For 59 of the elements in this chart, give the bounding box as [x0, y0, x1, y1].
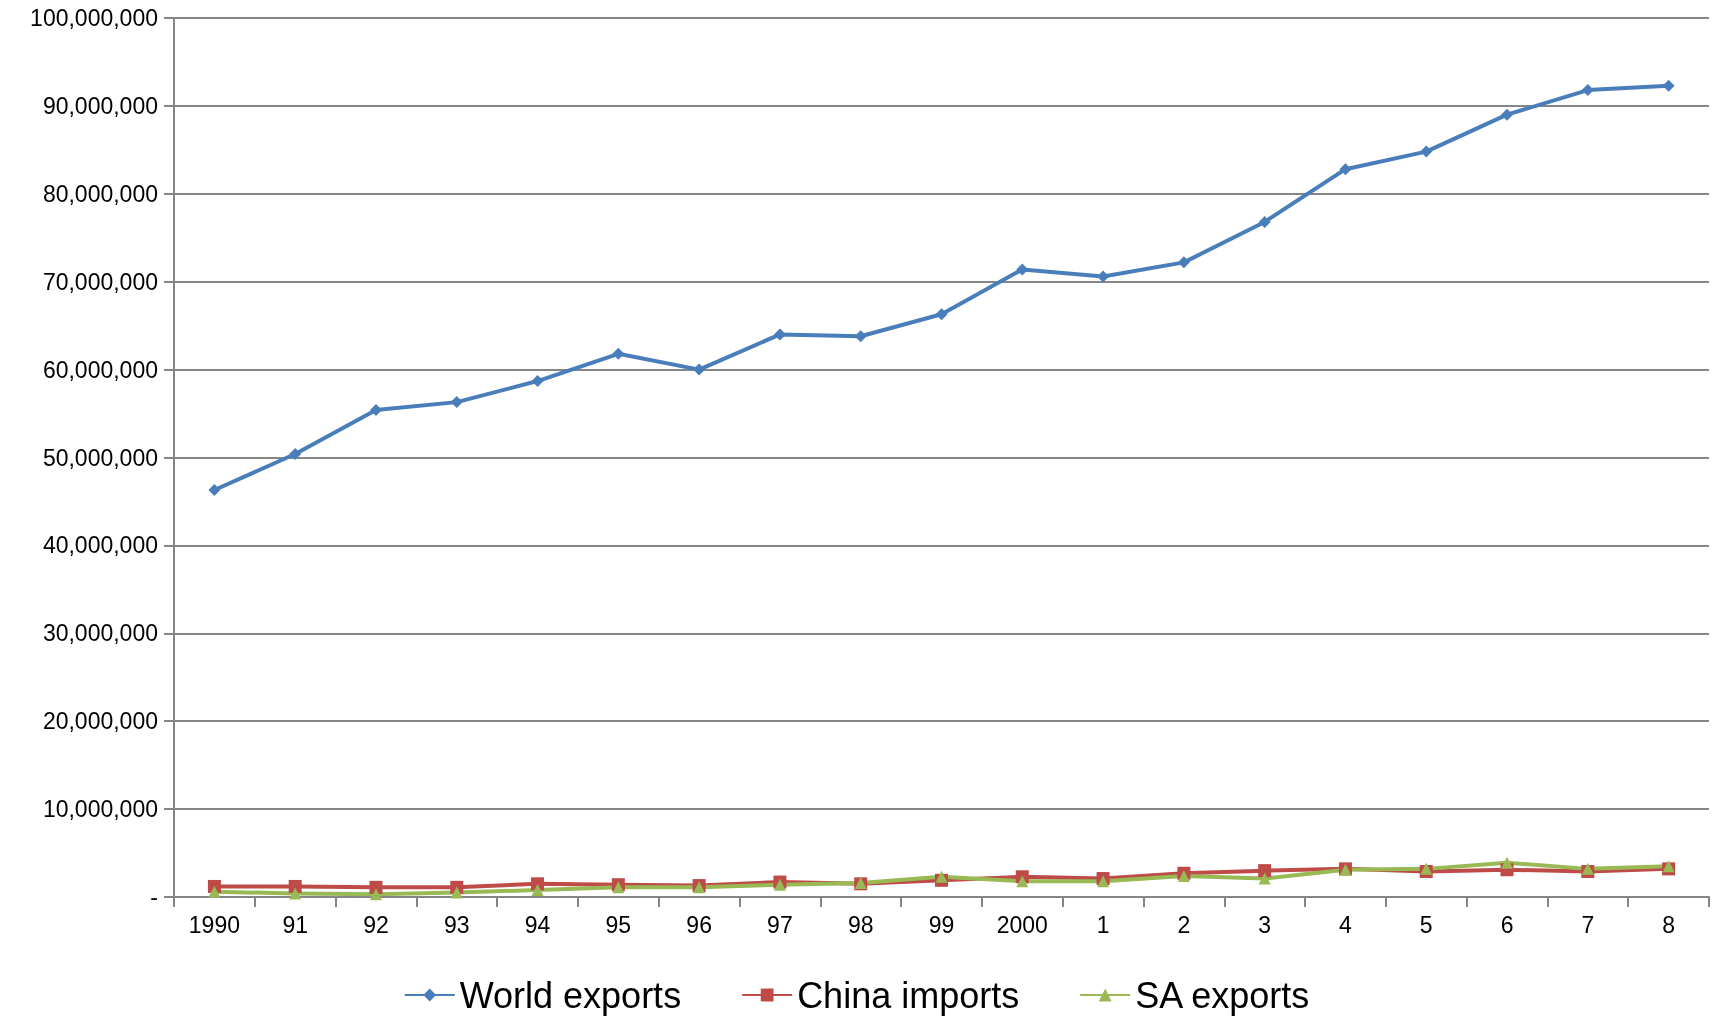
x-tick-label: 2000	[996, 911, 1048, 938]
point	[1258, 215, 1271, 228]
x-tick-label: 2	[1177, 911, 1191, 938]
x-tick-label: 91	[282, 911, 308, 938]
y-tick-label: 90,000,000	[42, 92, 158, 119]
point	[612, 347, 625, 360]
point	[369, 404, 382, 417]
point	[531, 883, 544, 896]
x-tick-label: 95	[605, 911, 632, 938]
legend-label: SA exports	[1135, 974, 1310, 1016]
x-tick-label: 1	[1096, 911, 1110, 938]
y-tick-label: 70,000,000	[42, 268, 158, 295]
y-tick-label: 50,000,000	[42, 444, 158, 471]
y-tick-label: 20,000,000	[42, 708, 158, 735]
x-tick-label: 5	[1419, 911, 1433, 938]
x-tick-label: 3	[1258, 911, 1272, 938]
x-tick-label: 7	[1581, 911, 1595, 938]
y-tick-label: -	[150, 884, 158, 910]
point	[1258, 872, 1271, 885]
y-tick-label: 60,000,000	[42, 356, 158, 383]
point	[369, 888, 382, 901]
point	[935, 870, 948, 883]
x-tick-label: 6	[1500, 911, 1514, 938]
point	[289, 887, 302, 900]
y-tick-label: 30,000,000	[42, 620, 158, 647]
point	[1501, 108, 1514, 121]
point	[1581, 84, 1594, 97]
x-tick-label: 92	[363, 911, 389, 938]
point	[208, 484, 221, 497]
x-tick-label: 4	[1339, 911, 1353, 938]
point	[1420, 145, 1433, 158]
point	[1258, 864, 1272, 878]
x-tick-label: 94	[524, 911, 551, 938]
point	[935, 308, 948, 321]
point	[773, 328, 786, 341]
point	[1097, 270, 1110, 283]
point	[289, 447, 302, 460]
y-tick-label: 40,000,000	[42, 532, 158, 559]
x-tick-label: 98	[847, 911, 874, 938]
x-tick-label: 96	[686, 911, 712, 938]
point	[1339, 163, 1352, 176]
y-tick-label: 80,000,000	[42, 180, 158, 207]
point	[1501, 856, 1514, 869]
y-tick-label: 100,000,000	[30, 5, 158, 31]
x-tick-label: 97	[767, 911, 793, 938]
point	[693, 363, 706, 376]
point	[450, 886, 463, 899]
y-tick-label: 10,000,000	[42, 796, 158, 823]
x-tick-label: 8	[1662, 911, 1675, 938]
legend-label: China imports	[797, 974, 1020, 1016]
point	[1177, 256, 1190, 269]
x-tick-label: 93	[443, 911, 470, 938]
point	[1016, 875, 1029, 888]
point	[288, 879, 302, 893]
point	[208, 885, 221, 898]
x-tick-label: 99	[928, 911, 955, 938]
x-tick-label: 1990	[188, 911, 240, 938]
point	[531, 375, 544, 388]
legend-label: World exports	[459, 974, 682, 1016]
